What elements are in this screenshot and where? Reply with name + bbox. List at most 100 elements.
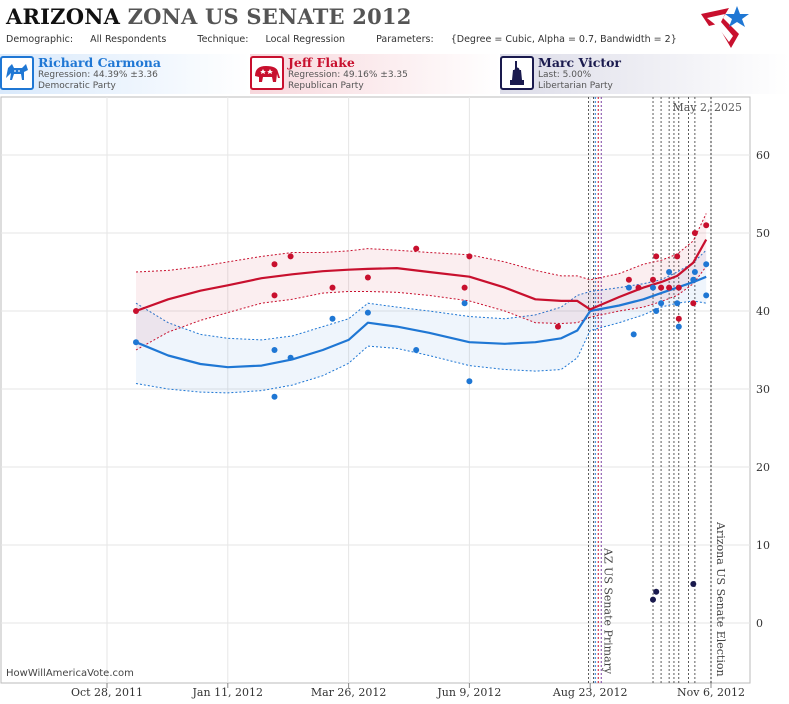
poll-point: [653, 588, 660, 595]
poll-point: [690, 276, 697, 283]
technique: Technique: Local Regression: [197, 34, 359, 45]
poll-point: [658, 300, 665, 307]
poll-point: [466, 378, 473, 385]
poll-point: [287, 253, 294, 260]
event-label: AZ US Senate Primary: [601, 547, 614, 675]
watermark: HowWillAmericaVote.com: [6, 668, 134, 679]
statue-of-liberty-icon: [500, 56, 534, 90]
poll-chart: 0 10 20 30 40 50 60 Oct 28, 2011 Jan 11, 2012 Mar…: [0, 96, 770, 699]
upper-bound-line: [135, 249, 707, 341]
candidate-panel: Richard Carmona Regression: 44.39% ±3.36…: [0, 54, 789, 94]
poll-point: [703, 261, 710, 268]
candidate-stat: Regression: 49.16% ±3.35: [288, 70, 408, 80]
poll-point: [675, 284, 682, 291]
date-label: May 2, 2025: [672, 101, 742, 114]
poll-point: [666, 284, 673, 291]
demographic-label: Demographic:: [6, 34, 74, 45]
x-tick-label: Aug 23, 2012: [552, 686, 628, 699]
poll-point: [329, 315, 336, 322]
poll-point: [271, 347, 278, 353]
poll-point: [271, 393, 278, 400]
x-tick-label: Mar 26, 2012: [311, 686, 387, 699]
candidate-party: Republican Party: [288, 81, 364, 91]
candidate-flake: Jeff Flake Regression: 49.16% ±3.35 Repu…: [250, 54, 500, 94]
poll-point: [329, 284, 336, 291]
title-state: ARIZONA: [6, 4, 121, 29]
poll-point: [674, 253, 681, 260]
candidate-name: Richard Carmona: [38, 55, 161, 70]
parameters: Parameters: {Degree = Cubic, Alpha = 0.7…: [376, 34, 691, 45]
poll-point: [650, 596, 656, 603]
poll-point: [555, 323, 561, 330]
poll-point: [133, 339, 139, 346]
poll-point: [691, 230, 698, 236]
poll-point: [674, 300, 681, 307]
poll-point: [461, 300, 468, 307]
y-tick-label: 60: [756, 149, 770, 162]
poll-point: [675, 323, 682, 330]
poll-point: [271, 292, 278, 299]
candidate-carmona: Richard Carmona Regression: 44.39% ±3.36…: [0, 54, 250, 94]
page-title: ARIZONA ZONA US SENATE 2012: [6, 4, 412, 29]
y-tick-label: 0: [756, 617, 763, 630]
poll-point: [690, 581, 697, 587]
poll-point: [133, 308, 139, 314]
upper-bound-line: [135, 213, 707, 281]
title-race: ZONA US SENATE 2012: [127, 4, 412, 29]
star-logo-icon: [701, 6, 749, 48]
candidate-name: Jeff Flake: [288, 55, 355, 70]
trend-line: [135, 275, 707, 369]
poll-point: [625, 276, 632, 283]
poll-point: [658, 284, 665, 291]
technique-value: Local Regression: [265, 34, 346, 45]
demographic: Demographic: All Respondents: [6, 34, 180, 45]
technique-label: Technique:: [197, 34, 249, 45]
y-tick-label: 40: [756, 305, 770, 318]
poll-point: [650, 276, 656, 283]
poll-point: [630, 331, 637, 338]
poll-point: [625, 284, 632, 291]
x-tick-label: Jun 9, 2012: [436, 686, 501, 699]
poll-point: [690, 300, 697, 307]
lower-bound-line: [135, 266, 707, 351]
poll-point: [364, 309, 371, 316]
event-label: Arizona US Senate Election: [714, 521, 727, 677]
candidate-party: Democratic Party: [38, 81, 116, 91]
x-tick-label: Jan 11, 2012: [192, 686, 264, 699]
candidate-stat: Regression: 44.39% ±3.36: [38, 70, 158, 80]
x-tick-label: Nov 6, 2012: [677, 686, 745, 699]
parameters-label: Parameters:: [376, 34, 434, 45]
poll-point: [691, 269, 698, 275]
y-tick-label: 30: [756, 383, 770, 396]
x-tick-label: Oct 28, 2011: [71, 686, 143, 699]
poll-point: [650, 284, 656, 291]
candidate-name: Marc Victor: [538, 55, 622, 70]
poll-point: [653, 253, 660, 260]
trend-line: [135, 239, 708, 313]
confidence-band: [136, 250, 707, 393]
confidence-band: [136, 213, 707, 350]
poll-point: [466, 253, 473, 260]
poll-point: [364, 274, 371, 281]
poll-point: [653, 308, 660, 314]
y-tick-label: 20: [756, 461, 770, 474]
candidate-victor: Marc Victor Last: 5.00% Libertarian Part…: [500, 54, 789, 94]
candidate-stat: Last: 5.00%: [538, 70, 592, 80]
elephant-icon: [250, 56, 284, 90]
poll-point: [666, 269, 673, 275]
poll-point: [635, 284, 642, 291]
poll-point: [413, 245, 420, 252]
poll-point: [703, 222, 710, 229]
poll-point: [287, 354, 294, 361]
candidate-party: Libertarian Party: [538, 81, 613, 91]
parameters-value: {Degree = Cubic, Alpha = 0.7, Bandwidth …: [450, 34, 677, 45]
demographic-value: All Respondents: [90, 34, 167, 45]
poll-point: [461, 284, 468, 291]
poll-point: [703, 292, 710, 299]
poll-point: [271, 261, 278, 268]
donkey-icon: [0, 56, 34, 90]
plot-area: [0, 96, 751, 684]
chart-parameters: Demographic: All Respondents Technique: …: [6, 34, 705, 45]
poll-point: [413, 347, 420, 353]
poll-point: [675, 315, 682, 322]
